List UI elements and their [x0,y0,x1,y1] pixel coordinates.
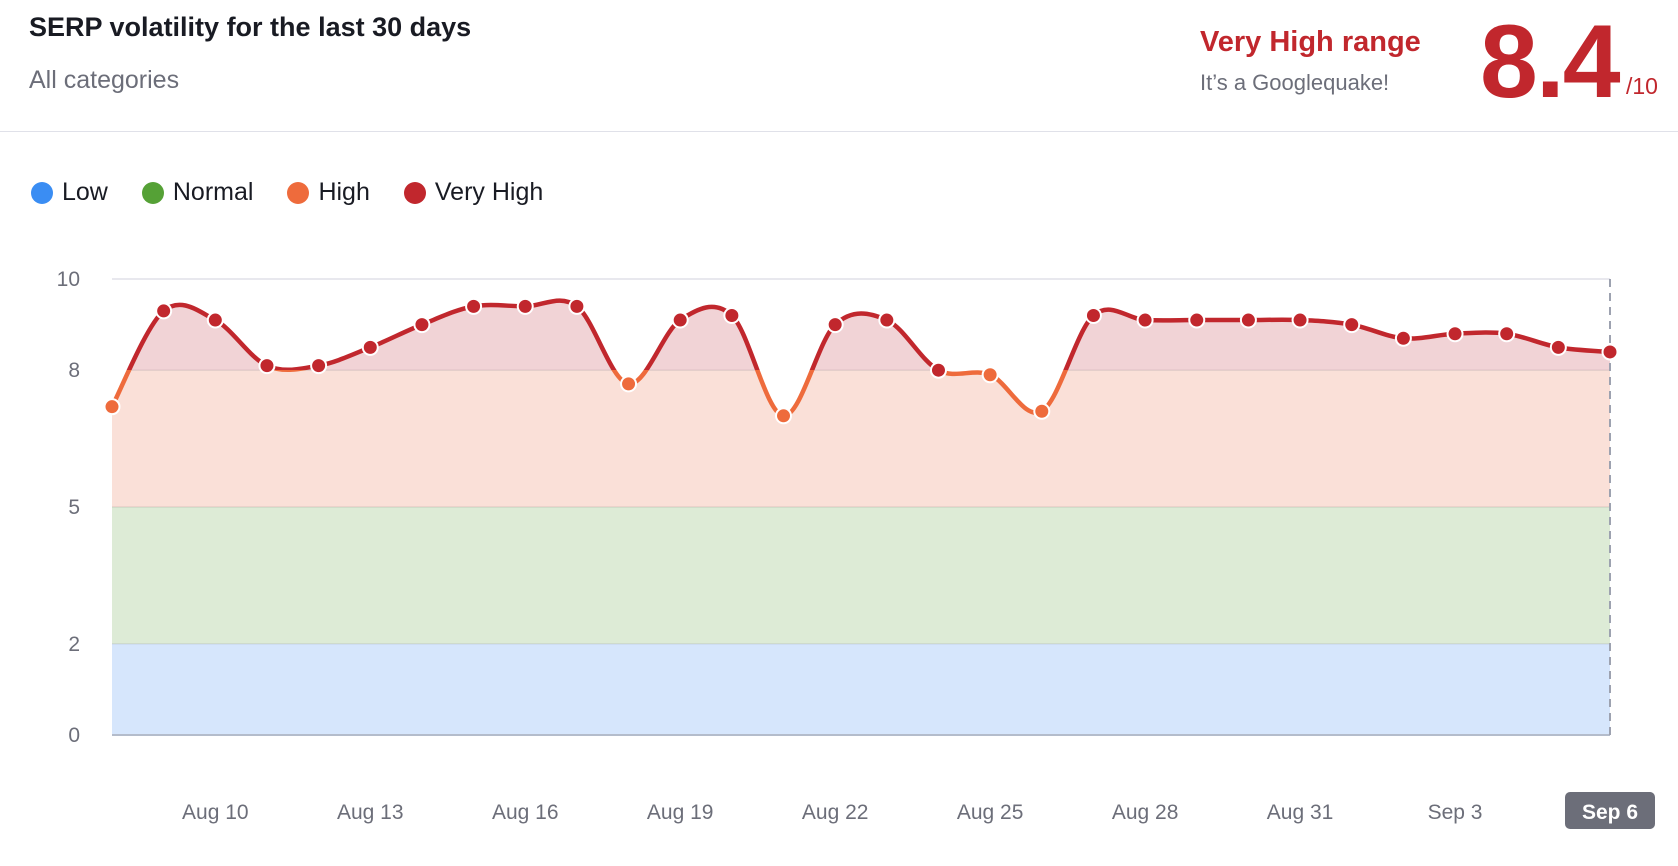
legend-dot-icon [287,181,310,204]
range-label: Very High range [1200,26,1421,58]
data-point [516,297,534,315]
score-value: 8.4 [1480,4,1621,120]
data-point [1394,329,1412,347]
data-point [1084,306,1102,324]
legend: Low Normal High Very High [31,178,543,207]
data-point [1498,325,1516,343]
y-tick-label: 8 [68,359,80,382]
legend-dot-icon [403,181,426,204]
x-tick-label: Aug 25 [957,801,1024,824]
data-point [981,366,999,384]
data-point [258,357,276,375]
data-point [775,407,793,425]
x-tick-label: Aug 19 [647,801,714,824]
data-point [826,316,844,334]
x-tick-label: Sep 6 [1582,801,1638,824]
category-selector: All categories [29,66,180,94]
band-very-high [112,300,1610,371]
x-tick-label: Aug 16 [492,801,559,824]
legend-item-very-high[interactable]: Very High [403,178,543,207]
x-tick-label: Aug 22 [802,801,869,824]
data-point [620,375,638,393]
data-point [465,297,483,315]
data-point [878,311,896,329]
divider [0,131,1678,132]
data-point [671,311,689,329]
range-message: It’s a Googlequake! [1200,70,1390,95]
legend-dot-icon [31,181,53,204]
x-tick-label: Aug 28 [1112,801,1179,824]
data-point [1291,311,1309,329]
data-point [413,316,431,334]
data-point [1136,311,1154,329]
data-point [1343,316,1361,334]
x-tick-label: Sep 3 [1428,801,1483,824]
data-point [103,398,121,416]
legend-dot-icon [141,181,164,204]
highlighted-date-badge [1565,792,1655,829]
bands [112,300,1610,735]
y-tick-label: 10 [57,268,80,291]
data-point [723,306,741,324]
data-point [361,338,379,356]
data-point [568,297,586,315]
x-tick-label: Aug 13 [337,801,404,824]
band-high [112,370,1610,507]
score-max: /10 [1626,73,1658,99]
y-tick-label: 2 [68,633,80,656]
legend-item-low[interactable]: Low [31,178,108,207]
band-low [112,643,1610,735]
data-point [1601,343,1619,361]
x-tick-label: Aug 10 [182,801,249,824]
legend-item-high[interactable]: High [287,178,370,207]
data-point [929,361,947,379]
data-point [310,357,328,375]
y-tick-label: 0 [68,724,80,747]
chart-title: SERP volatility for the last 30 days [29,12,472,42]
data-point [1239,311,1257,329]
data-point [206,311,224,329]
x-tick-label: Aug 31 [1267,801,1334,824]
y-tick-label: 5 [68,496,80,519]
band-normal [112,507,1610,644]
data-point [1446,325,1464,343]
data-point [1549,338,1567,356]
data-point [1033,402,1051,420]
legend-item-normal[interactable]: Normal [141,178,253,207]
data-point [155,302,173,320]
data-point [1188,311,1206,329]
